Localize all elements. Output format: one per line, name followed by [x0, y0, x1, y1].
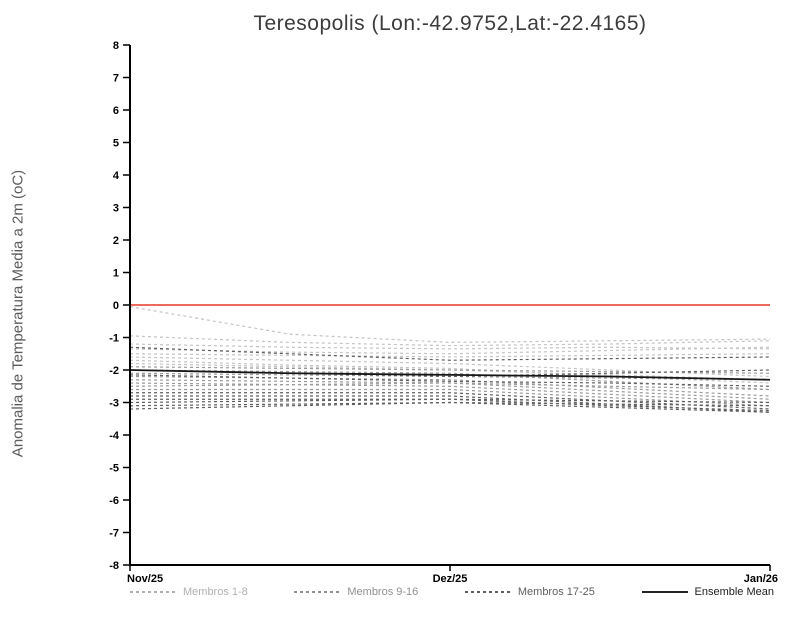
chart-title: Teresopolis (Lon:-42.9752,Lat:-22.4165) [253, 12, 647, 35]
svg-text:6: 6 [113, 105, 119, 117]
svg-text:-4: -4 [109, 430, 120, 442]
legend-label: Membros 17-25 [517, 586, 595, 598]
legend-item-ensemble-mean: Ensemble Mean [641, 586, 775, 598]
legend-label: Membros 1-8 [183, 586, 248, 598]
svg-text:Jan/26: Jan/26 [744, 573, 778, 585]
legend-item-membros-1-8: Membros 1-8 [130, 586, 248, 598]
solid-line-sample-icon [641, 591, 688, 593]
legend-item-membros-17-25: Membros 17-25 [464, 586, 595, 598]
legend-label: Ensemble Mean [694, 586, 775, 598]
svg-text:Dez/25: Dez/25 [433, 573, 468, 585]
svg-text:7: 7 [113, 73, 119, 85]
svg-text:-5: -5 [109, 463, 119, 475]
legend-item-membros-9-16: Membros 9-16 [294, 586, 418, 598]
svg-text:0: 0 [113, 300, 119, 312]
svg-text:-8: -8 [109, 560, 119, 572]
dashed-line-sample-icon [294, 591, 341, 593]
svg-text:1: 1 [113, 268, 119, 280]
svg-text:2: 2 [113, 235, 119, 247]
svg-text:-3: -3 [109, 398, 119, 410]
svg-text:-6: -6 [109, 495, 119, 507]
svg-text:3: 3 [113, 203, 119, 215]
dashed-line-sample-icon [130, 591, 176, 593]
legend-label: Membros 9-16 [347, 586, 419, 598]
svg-text:Nov/25: Nov/25 [127, 573, 163, 585]
svg-text:8: 8 [113, 40, 119, 52]
svg-text:-1: -1 [109, 333, 119, 345]
dashed-line-sample-icon [464, 591, 511, 593]
svg-text:-2: -2 [109, 365, 119, 377]
svg-text:5: 5 [113, 138, 119, 150]
svg-text:-7: -7 [109, 528, 119, 540]
legend: Membros 1-8 Membros 9-16 Membros 17-25 E… [130, 586, 774, 598]
svg-text:4: 4 [113, 170, 120, 182]
